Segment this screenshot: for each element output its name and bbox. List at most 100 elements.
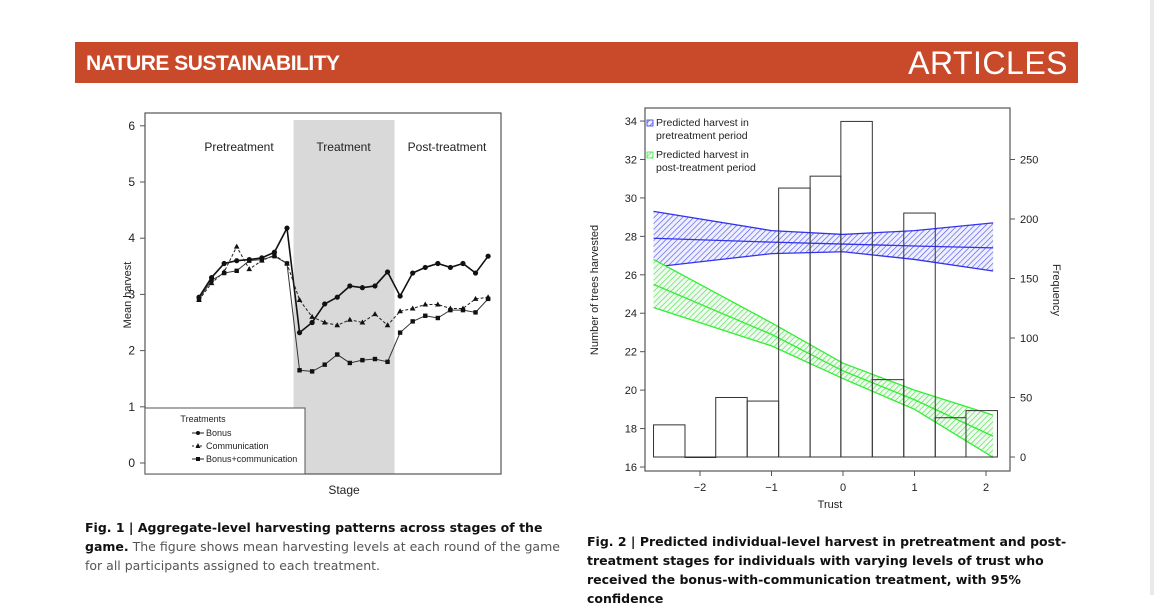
fig2-x-tick-label: −2 [694,482,707,494]
data-point-communication [397,308,403,314]
data-point-bonus-communication [485,296,491,302]
data-point-bonus [472,270,479,276]
data-point-bonus [284,225,290,231]
data-point-bonus [435,260,441,267]
fig1-y-tick-label: 0 [128,456,135,470]
data-point-bonus [221,260,227,267]
data-point-bonus [359,285,366,291]
histogram-bar [684,456,717,458]
histogram-bar [653,424,686,458]
data-point-bonus-communication [397,330,403,335]
treatment-shading [293,120,395,474]
fig1-caption: Fig. 1 | Aggregate-level harvesting patt… [85,518,565,575]
data-point-bonus [422,264,428,271]
fig1-y-tick-label: 3 [128,287,135,301]
fig2-y-tick-label: 22 [625,347,637,359]
fig2-plot-frame [644,107,1011,472]
band-line-upper [653,258,994,416]
data-point-communication [422,301,429,307]
fig1-caption-title: Fig. 1 | Aggregate-level harvesting patt… [85,520,543,554]
band-line-lower [653,306,994,458]
fig2-y2-tick-label: 50 [1020,393,1032,405]
data-point-bonus-communication [347,360,353,366]
data-point-bonus [384,269,391,275]
fig2-y-tick-label: 26 [625,270,637,282]
data-point-bonus-communication [309,369,315,374]
band-line-upper [653,210,994,236]
data-point-bonus [347,283,353,289]
data-point-bonus [234,258,240,264]
histogram-bar [965,410,998,458]
fig1-y-tick-label: 2 [128,344,135,358]
fig2-y2-tick-label: 250 [1020,155,1038,167]
histogram-bar [903,212,936,458]
legend-marker-circle [196,431,200,435]
data-point-bonus-communication [423,313,428,318]
data-point-bonus [296,330,303,336]
stage-label-post-treatment: Post-treatment [408,140,487,154]
legend-swatch-post-treatment [646,151,654,159]
data-point-communication [246,266,253,272]
data-point-bonus-communication [284,261,290,266]
legend-label-line2: pretreatment period [656,130,748,142]
data-point-communication [384,322,391,328]
legend-label-bonus: Bonus [206,428,232,438]
fig2-y2-tick-label: 0 [1020,452,1026,464]
fig1-y-tick-label: 5 [128,175,135,189]
figures-canvas: Pretreatment Treatment Post-treatment 0 1 2 3… [122,107,1062,511]
data-point-bonus-communication [322,362,327,367]
fig2-y-tick-label: 16 [625,462,637,474]
fig1-x-axis-label: Stage [328,483,360,497]
data-point-bonus [372,283,378,289]
fig2-x-tick-label: −1 [765,482,778,494]
fig1-legend-title: Treatments [180,414,226,424]
fig2-caption-title: Fig. 2 | Predicted individual-level harv… [587,534,1067,606]
data-point-bonus [397,293,403,299]
data-point-bonus [460,260,466,267]
band-line-fit [653,283,994,437]
data-point-communication [334,322,341,328]
legend-label-line1: Predicted harvest in [656,149,749,161]
data-point-bonus-communication [335,352,340,357]
data-point-bonus-communication [448,307,453,313]
fig1-y-tick-label: 6 [128,119,135,133]
data-point-communication [359,319,366,325]
legend-swatch-pretreatment [646,119,654,127]
confidence-band-pretreatment [653,211,994,271]
histogram-bar [840,120,873,458]
histogram-bar [715,397,748,458]
fig2-y-tick-label: 18 [625,424,637,436]
section-label: ARTICLES [908,45,1068,81]
fig2-x-tick-label: 0 [840,482,846,494]
data-point-communication [472,295,479,301]
fig2-y-tick-label: 34 [625,116,637,128]
data-point-bonus [410,270,416,276]
legend-marker-triangle [195,443,201,448]
legend-label-communication: Communication [206,441,269,451]
fig1-caption-text: The figure shows mean harvesting levels … [85,539,560,573]
fig1-plot-frame [144,112,502,475]
legend-marker-square [196,457,200,461]
data-point-bonus [447,264,453,271]
confidence-band-post-treatment [653,259,994,458]
band-line-fit [653,237,994,249]
histogram-bar [778,187,811,458]
fig2-y-axis-label: Number of trees harvested [589,225,601,355]
stage-label-treatment: Treatment [316,140,371,154]
data-point-bonus-communication [209,278,214,283]
fig2-caption: Fig. 2 | Predicted individual-level harv… [587,532,1077,608]
data-point-communication [372,311,378,317]
fig2-y2-axis-label: Frequency [1050,264,1062,316]
data-point-communication [208,280,215,286]
data-point-communication [296,297,303,303]
data-point-bonus-communication [385,359,390,365]
band-line-lower [653,251,994,272]
data-point-communication [321,319,328,325]
fig2-x-axis-label: Trust [818,499,843,511]
histogram-bar [746,400,780,458]
fig2-y-tick-label: 28 [625,231,637,243]
journal-banner: NATURE SUSTAINABILITY ARTICLES [75,42,1078,83]
journal-name: NATURE SUSTAINABILITY [86,52,340,75]
